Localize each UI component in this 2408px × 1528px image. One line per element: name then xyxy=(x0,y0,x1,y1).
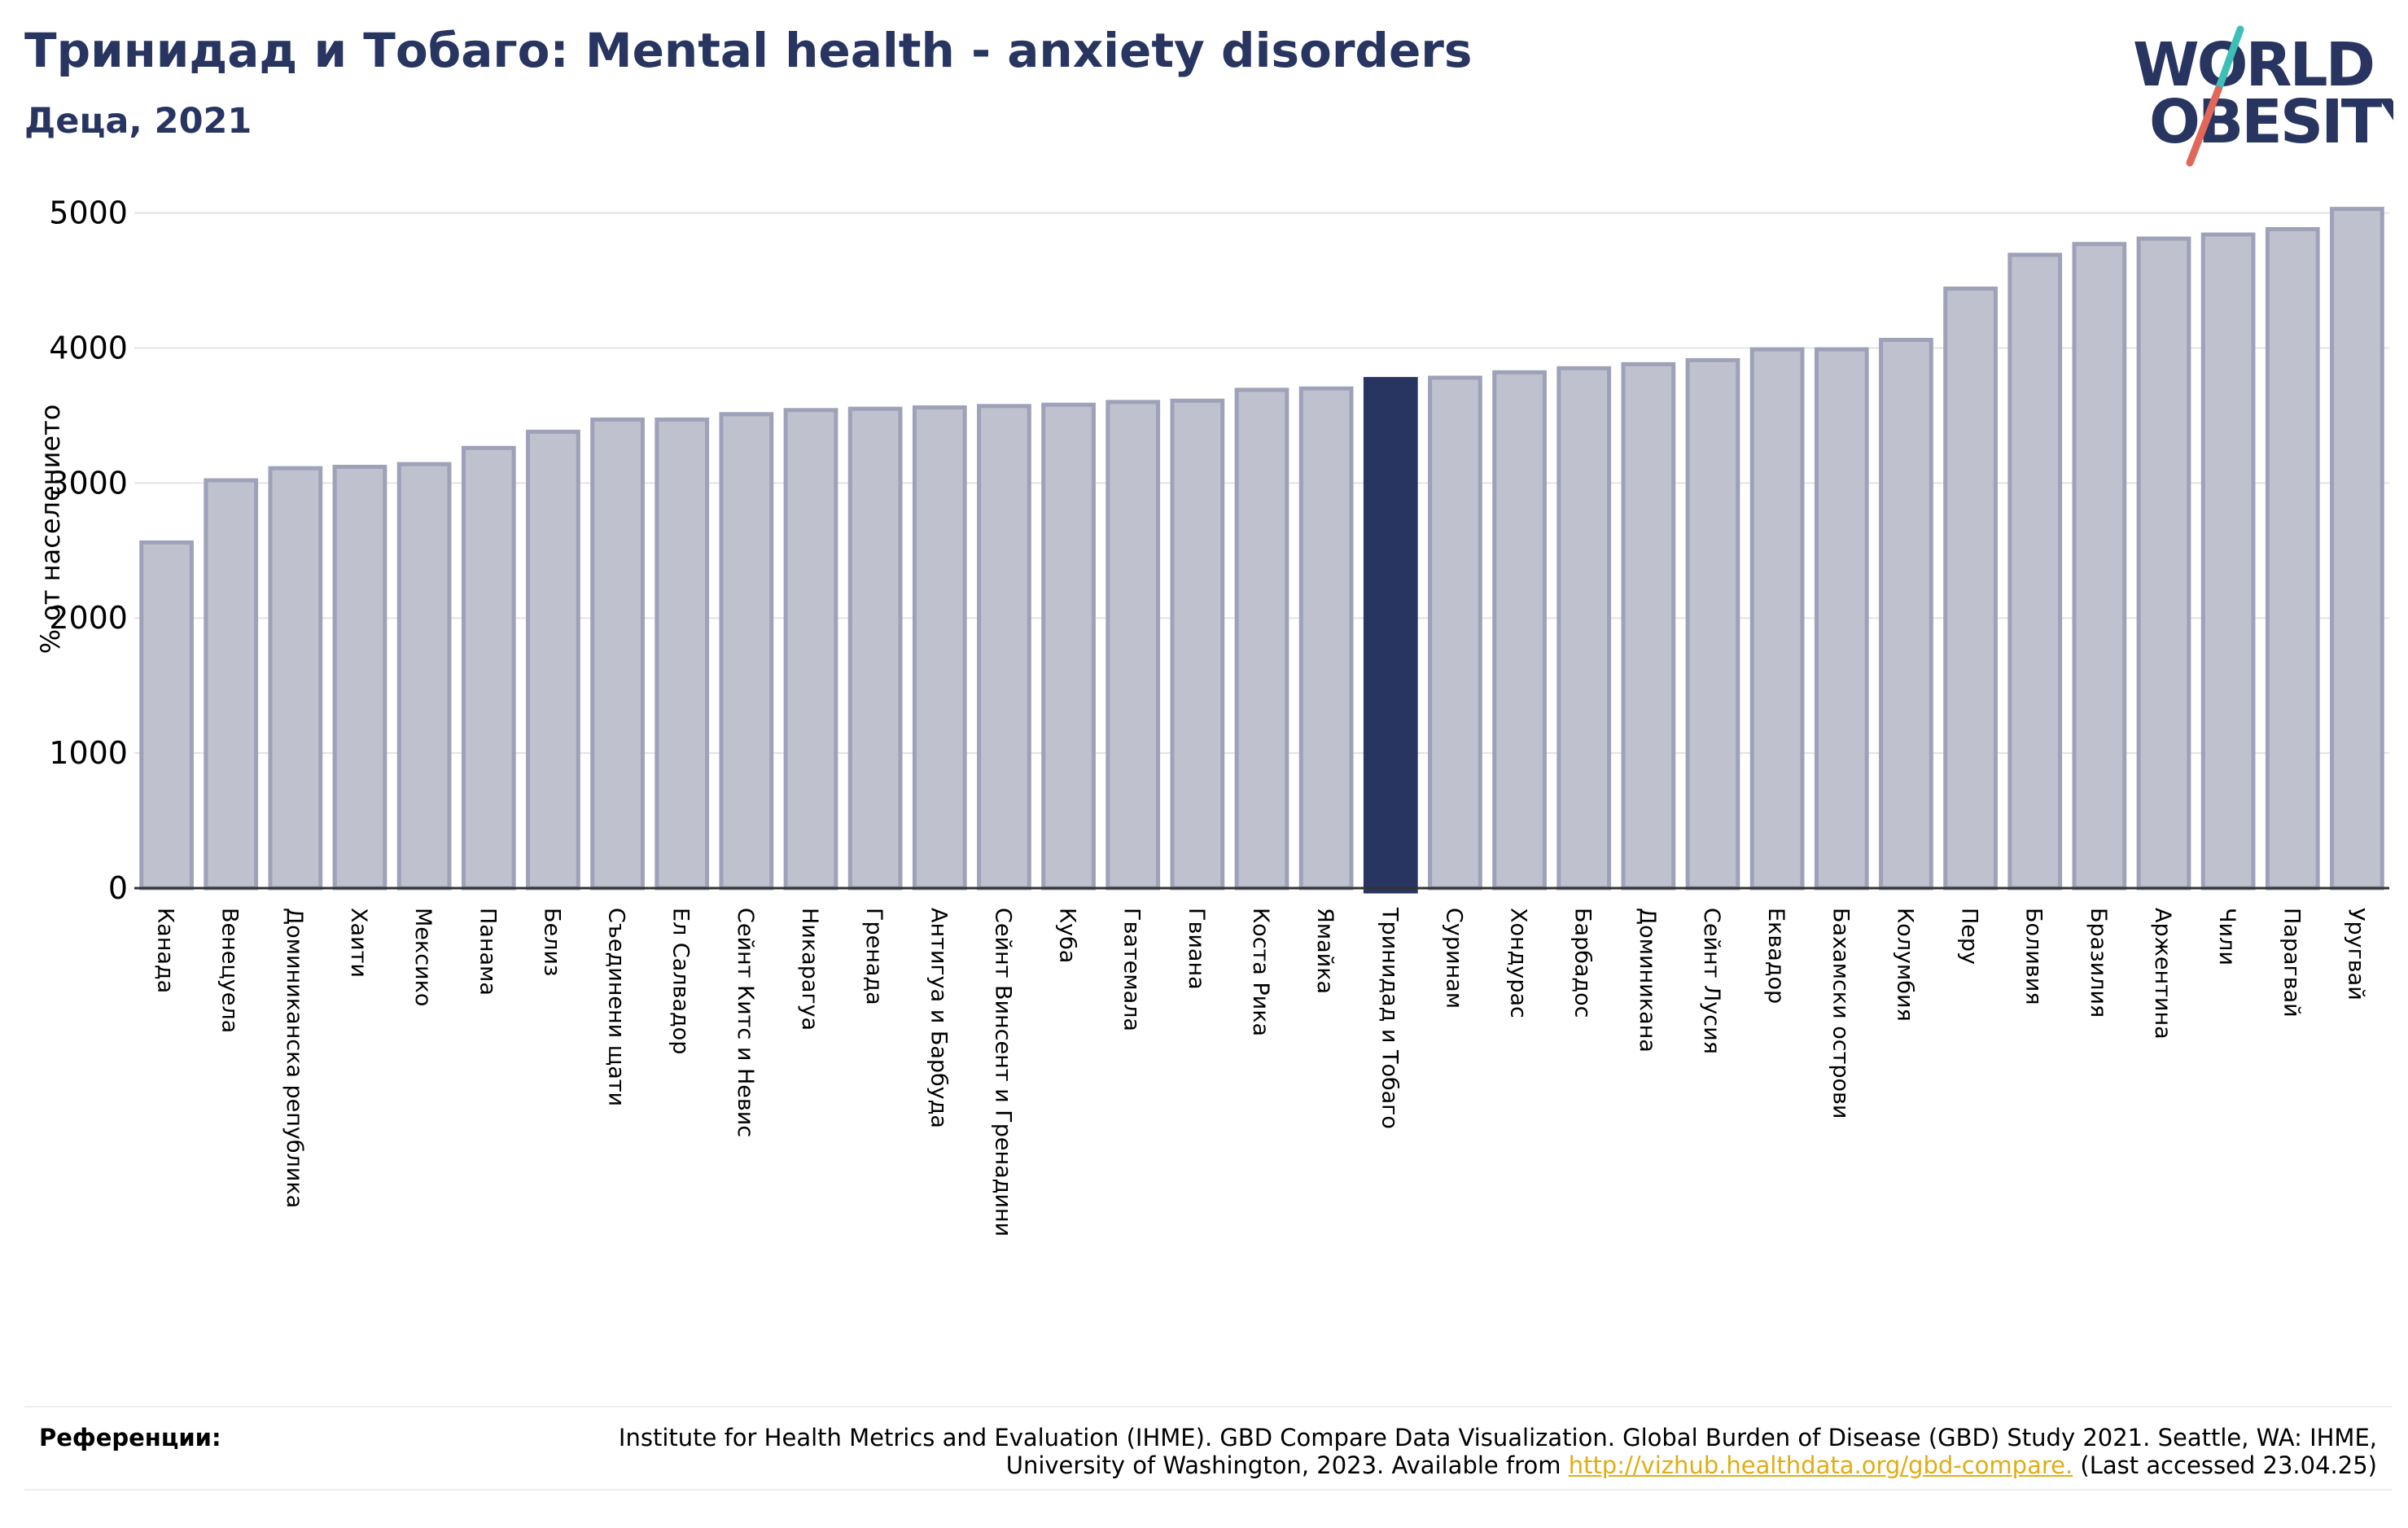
logo-slash-red xyxy=(2186,85,2222,167)
y-tick-label: 4000 xyxy=(49,330,128,366)
chart-subtitle: Деца, 2021 xyxy=(24,101,252,142)
citation-text: Institute for Health Metrics and Evaluat… xyxy=(618,1424,2377,1479)
x-tick-label: Доминиканска република xyxy=(282,908,307,1208)
x-tick-label: Съединени щати xyxy=(604,908,629,1106)
x-tick-label: Боливия xyxy=(2021,908,2047,1005)
bar xyxy=(1234,387,1289,891)
y-tick-label: 0 xyxy=(108,870,128,906)
citation-link[interactable]: http://vizhub.healthdata.org/gbd-compare… xyxy=(1568,1451,2073,1479)
bar xyxy=(1685,357,1740,891)
bar xyxy=(204,478,259,891)
x-tick-label: Тринидад и Тобаго xyxy=(1377,907,1402,1129)
bar xyxy=(783,408,838,891)
bar xyxy=(2265,226,2320,891)
bar xyxy=(1814,347,1869,891)
x-tick-label: Гренада xyxy=(861,908,887,1005)
bar xyxy=(977,404,1031,891)
bar xyxy=(1879,338,1933,891)
bar xyxy=(396,462,452,891)
bar xyxy=(332,464,387,891)
x-tick-label: Бразилия xyxy=(2086,908,2111,1018)
y-axis-ticks: 0 1000 2000 3000 4000 5000 xyxy=(49,195,128,906)
world-obesity-logo: WORLD OBESITY xyxy=(2133,25,2393,167)
references-citation: Institute for Health Metrics and Evaluat… xyxy=(570,1424,2377,1479)
x-tick-label: Перу xyxy=(1957,908,1982,965)
x-tick-label: Мексико xyxy=(410,908,436,1006)
bar-highlight xyxy=(1363,377,1418,894)
logo-text-line1: WORLD xyxy=(2133,30,2373,100)
x-tick-label: Сейнт Лусия xyxy=(1699,908,1724,1054)
bar xyxy=(655,417,710,891)
bar xyxy=(590,417,645,891)
x-tick-label: Коста Рика xyxy=(1248,908,1273,1036)
x-tick-label: Ямайка xyxy=(1312,908,1338,994)
x-axis-ticks: Канада Венецуела Доминиканска република Хаи… xyxy=(153,907,2369,1237)
x-tick-label: Барбадос xyxy=(1570,908,1596,1018)
y-tick-label: 5000 xyxy=(49,195,128,231)
bar xyxy=(2330,207,2384,891)
bar xyxy=(1428,375,1482,891)
x-tick-label: Хаити xyxy=(346,908,371,978)
x-tick-label: Аржентина xyxy=(2150,908,2175,1040)
x-tick-label: Антигуа и Барбуда xyxy=(926,908,951,1128)
x-tick-label: Бахамски острови xyxy=(1828,908,1853,1119)
bar xyxy=(461,445,516,891)
bar xyxy=(1170,398,1225,891)
citation-suffix: (Last accessed 23.04.25) xyxy=(2080,1451,2377,1479)
bars xyxy=(139,207,2384,894)
bar xyxy=(1556,366,1612,891)
bar xyxy=(139,540,194,891)
bar xyxy=(1943,286,1998,891)
x-tick-label: Уругвай xyxy=(2343,908,2368,1000)
x-tick-label: Хондурас xyxy=(1506,908,1531,1018)
bar xyxy=(268,466,323,891)
bar xyxy=(2200,232,2256,891)
x-tick-label: Белиз xyxy=(539,908,564,976)
x-tick-label: Ел Салвадор xyxy=(668,908,694,1054)
bar xyxy=(719,412,774,891)
x-tick-label: Сейнт Винсент и Гренадини xyxy=(990,908,1015,1237)
bar xyxy=(1621,361,1676,891)
y-axis-label: % от населението xyxy=(35,404,66,655)
bar xyxy=(1041,402,1096,891)
logo-slash-teal xyxy=(2214,25,2244,94)
x-tick-label: Куба xyxy=(1055,908,1080,963)
x-tick-label: Доминикана xyxy=(1635,908,1660,1053)
bar xyxy=(2136,236,2191,891)
bar xyxy=(1105,400,1161,891)
bar-chart: 0 1000 2000 3000 4000 5000 Канада Венецуела Дом… xyxy=(49,195,2389,1237)
x-tick-label: Никарагуа xyxy=(797,908,822,1031)
x-tick-label: Еквадор xyxy=(1763,908,1788,1004)
bar xyxy=(526,429,580,891)
references-label: Референции: xyxy=(39,1424,221,1451)
bar xyxy=(1492,370,1547,891)
x-tick-label: Венецуела xyxy=(217,908,243,1033)
bar xyxy=(2072,242,2127,891)
x-tick-label: Сейнт Китс и Невис xyxy=(733,908,758,1137)
bar xyxy=(912,405,967,891)
y-tick-label: 1000 xyxy=(49,735,128,771)
x-tick-label: Парагвай xyxy=(2279,908,2304,1018)
x-tick-label: Суринам xyxy=(1441,908,1466,1009)
x-tick-label: Чили xyxy=(2214,908,2239,965)
chart-title: Тринидад и Тобаго: Mental health - anxie… xyxy=(24,23,1473,78)
y-tick-label: 2000 xyxy=(49,600,128,636)
x-tick-label: Канада xyxy=(153,908,178,993)
references-section: Референции: Institute for Health Metrics… xyxy=(24,1406,2392,1491)
bar xyxy=(2007,252,2063,891)
logo-text-line2: OBESITY xyxy=(2149,87,2393,157)
bar xyxy=(1298,386,1354,891)
x-tick-label: Гвиана xyxy=(1184,908,1209,990)
y-tick-label: 3000 xyxy=(49,465,128,501)
bar xyxy=(1749,347,1805,891)
x-tick-label: Гватемала xyxy=(1119,908,1145,1031)
x-tick-label: Панама xyxy=(475,908,500,996)
bar xyxy=(847,406,903,891)
x-tick-label: Колумбия xyxy=(1892,908,1917,1022)
